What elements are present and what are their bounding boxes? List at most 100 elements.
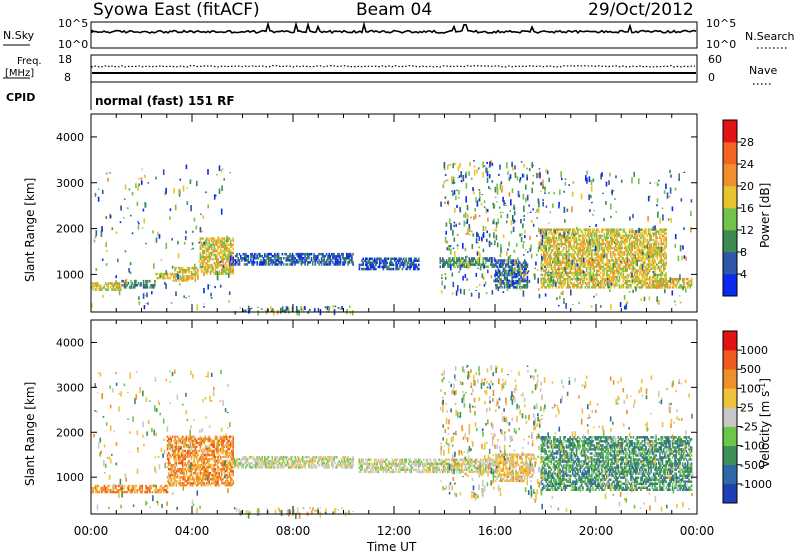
power-cell: [664, 238, 666, 242]
power-cell: [616, 284, 618, 287]
power-cell: [538, 288, 540, 291]
power-cell: [222, 268, 224, 271]
power-cell: [549, 230, 551, 233]
power-cell: [324, 261, 327, 264]
power-cell: [548, 284, 550, 287]
power-cell: [177, 240, 179, 245]
power-cell: [228, 247, 231, 251]
power-cell: [453, 189, 456, 195]
power-cell: [472, 261, 474, 264]
velocity-cell: [175, 484, 178, 487]
power-cell: [136, 284, 139, 287]
power-cell: [200, 257, 203, 261]
freq-tick-bottom: 8: [64, 71, 71, 84]
power-cell: [210, 297, 213, 299]
velocity-cell: [185, 465, 188, 469]
power-cell: [238, 263, 241, 266]
power-cell: [665, 277, 667, 281]
power-cell: [609, 259, 612, 262]
velocity-cell: [197, 472, 199, 475]
power-cell: [199, 239, 202, 242]
power-cell: [463, 265, 465, 268]
power-cell: [657, 267, 660, 270]
power-cell: [464, 265, 467, 268]
power-cell: [456, 244, 459, 247]
power-cell: [306, 261, 309, 264]
power-cell: [608, 249, 611, 252]
power-cell: [659, 218, 661, 224]
power-cell: [649, 244, 651, 248]
power-cell: [116, 282, 118, 285]
power-cell: [633, 257, 636, 260]
power-cell: [676, 282, 679, 285]
power-cell: [540, 234, 543, 237]
power-cell: [607, 269, 609, 273]
power-cell: [216, 274, 219, 281]
power-cell: [664, 275, 666, 279]
power-cell: [608, 180, 610, 185]
power-cell: [593, 279, 596, 283]
power-cell: [630, 251, 632, 254]
power-cell: [453, 237, 456, 242]
power-cell: [589, 279, 592, 283]
power-cell: [511, 284, 513, 287]
power-cell: [568, 275, 570, 279]
power-cell: [143, 218, 146, 224]
power-cell: [246, 308, 249, 310]
power-cell: [669, 286, 671, 289]
power-cell: [285, 306, 288, 312]
power-cell: [647, 196, 650, 202]
velocity-cell: [202, 468, 204, 471]
power-cell: [636, 249, 638, 252]
power-cell: [608, 284, 611, 287]
power-cell: [219, 241, 222, 244]
power-cell: [479, 191, 481, 196]
power-cell: [609, 271, 612, 275]
power-cell: [323, 254, 325, 258]
power-cell: [269, 252, 271, 256]
power-cell: [210, 292, 212, 297]
power-cell: [632, 267, 635, 270]
velocity-cell: [193, 459, 195, 463]
power-cell: [491, 265, 493, 268]
power-cell: [655, 234, 657, 237]
power-cell: [563, 284, 565, 287]
power-cell: [580, 244, 583, 248]
power-cell: [224, 262, 227, 265]
power-cell: [242, 257, 245, 260]
power-cell: [606, 253, 608, 256]
velocity-cell: [180, 468, 183, 471]
power-cell: [540, 266, 543, 270]
power-cell: [165, 283, 167, 289]
power-cell: [551, 234, 554, 237]
power-cell: [113, 282, 116, 285]
power-cell: [580, 249, 583, 252]
power-cell: [280, 259, 282, 262]
power-cell: [555, 244, 558, 248]
power-cell: [506, 275, 508, 279]
power-cell: [521, 279, 524, 283]
power-cell: [509, 210, 511, 212]
power-cell: [484, 265, 487, 268]
power-cell: [327, 306, 330, 308]
velocity-cell: [190, 472, 193, 475]
power-cell: [478, 292, 480, 299]
power-cell: [620, 246, 622, 250]
velocity-cell: [193, 437, 195, 441]
power-cell: [568, 232, 570, 235]
power-cell: [602, 265, 604, 268]
velocity-cell: [186, 482, 189, 485]
power-cell: [627, 236, 630, 240]
velocity-cell: [203, 482, 205, 485]
power-cell: [650, 267, 652, 270]
power-cell: [616, 236, 618, 240]
velocity-cell: [166, 435, 169, 438]
power-cell: [569, 267, 572, 270]
power-cell: [577, 242, 579, 246]
power-cell: [500, 273, 502, 277]
power-cell: [567, 232, 569, 235]
power-cell: [660, 257, 662, 260]
velocity-cell: [174, 476, 176, 479]
power-cell: [503, 286, 506, 289]
power-cell: [402, 265, 405, 269]
